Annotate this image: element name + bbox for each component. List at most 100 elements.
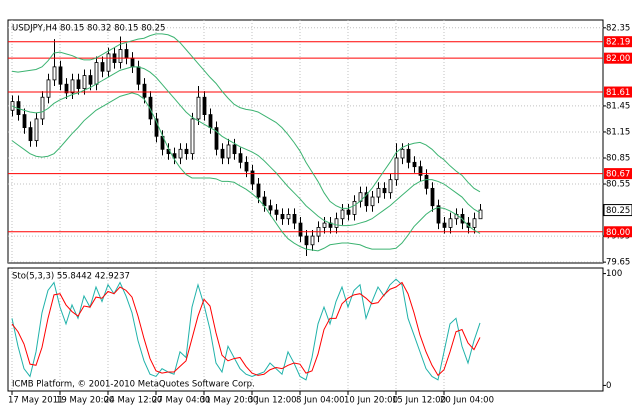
- price-label-box: [603, 204, 632, 217]
- candle-body: [118, 49, 123, 63]
- level-label-box: [604, 86, 632, 98]
- x-tick-label: 3 Jun 12:00: [248, 396, 297, 406]
- candle-body: [406, 148, 411, 163]
- candle-body: [322, 222, 327, 228]
- candle-body: [280, 213, 285, 220]
- level-label: 82.19: [606, 38, 630, 48]
- level-label: 80.00: [606, 228, 630, 238]
- candle-body: [250, 170, 255, 185]
- candle-body: [370, 196, 375, 207]
- y-tick-label: 0: [606, 381, 611, 391]
- candle-body: [142, 83, 147, 98]
- candle-body: [154, 118, 159, 137]
- y-tick-label: 81.45: [606, 101, 630, 111]
- candle-body: [424, 174, 429, 189]
- level-label-box: [604, 52, 632, 64]
- candle-body: [172, 153, 177, 159]
- y-tick-label: 79.65: [606, 258, 630, 268]
- x-tick-label: 19 May 20:00: [56, 396, 114, 406]
- candle-body: [196, 96, 201, 120]
- level-label-box: [604, 168, 632, 180]
- candle-body: [202, 96, 207, 115]
- candle-body: [286, 213, 291, 220]
- band-lower: [11, 92, 481, 252]
- candle-body: [298, 222, 303, 237]
- candle-body: [100, 62, 105, 72]
- candle-body: [34, 118, 39, 142]
- x-tick-label: 20 Jun 04:00: [440, 396, 494, 406]
- candle-body: [124, 49, 129, 59]
- candle-body: [238, 153, 243, 163]
- candle-body: [292, 213, 297, 224]
- candle-body: [64, 83, 69, 94]
- candle-body: [106, 53, 111, 72]
- candle-body: [472, 218, 477, 228]
- candle-body: [304, 235, 309, 246]
- copyright: ICMB Platform, © 2001-2010 MetaQuotes So…: [12, 380, 255, 390]
- y-tick-label: 80.55: [606, 180, 630, 190]
- candle-body: [418, 166, 423, 176]
- candle-body: [190, 118, 195, 155]
- candle-body: [130, 57, 135, 68]
- candle-body: [46, 79, 51, 98]
- y-tick-label: 100: [606, 269, 622, 279]
- candle-body: [442, 222, 447, 228]
- x-tick-label: 27 May 04:00: [152, 396, 210, 406]
- candle-body: [214, 127, 219, 150]
- x-tick-label: 8 Jun 04:00: [296, 396, 345, 406]
- candle-body: [28, 127, 33, 142]
- candle-body: [184, 148, 189, 155]
- x-tick-label: 10 Jun 20:00: [344, 396, 398, 406]
- indicator-title: Sto(5,3,3) 55.8442 42.9237: [12, 272, 130, 282]
- candle-body: [388, 179, 393, 194]
- candle-body: [58, 66, 63, 85]
- y-tick-label: 80.85: [606, 153, 630, 163]
- candle-body: [136, 66, 141, 85]
- candle-body: [364, 192, 369, 207]
- candle-body: [412, 161, 417, 168]
- candle-body: [70, 79, 75, 94]
- level-label: 81.61: [606, 88, 630, 98]
- x-tick-label: 31 May 20:00: [200, 396, 258, 406]
- candle-body: [148, 96, 153, 120]
- candle-body: [448, 218, 453, 228]
- x-tick-label: 24 May 12:00: [104, 396, 162, 406]
- level-label-box: [604, 226, 632, 238]
- x-tick-label: 17 May 2011: [8, 396, 63, 406]
- candle-body: [94, 62, 99, 85]
- level-label-box: [604, 36, 632, 48]
- x-tick-label: 15 Jun 12:00: [392, 396, 446, 406]
- candle-body: [76, 79, 81, 89]
- candle-body: [232, 144, 237, 155]
- candle-body: [82, 75, 87, 89]
- candle-body: [256, 183, 261, 198]
- candle-body: [430, 187, 435, 207]
- y-tick-label: 81.15: [606, 127, 630, 137]
- candle-body: [268, 205, 273, 211]
- candle-body: [178, 148, 183, 159]
- y-tick-label: 82.35: [606, 23, 630, 33]
- candle-body: [40, 96, 45, 120]
- stochastic-line: [11, 281, 481, 377]
- chart-title: USDJPY,H4 80.15 80.32 80.15 80.25: [12, 24, 165, 34]
- candle-body: [400, 148, 405, 159]
- candle-body: [334, 218, 339, 228]
- candle-body: [244, 161, 249, 172]
- plot-frame: [7, 19, 604, 264]
- candle-body: [352, 200, 357, 215]
- candle-body: [52, 66, 57, 81]
- candle-body: [226, 144, 231, 159]
- candle-body: [220, 148, 225, 159]
- candle-body: [478, 209, 483, 220]
- candle-body: [310, 235, 315, 246]
- band-upper: [11, 33, 481, 209]
- current-price-label: 80.25: [606, 206, 630, 216]
- level-label: 82.00: [606, 54, 630, 64]
- candle-body: [22, 114, 27, 129]
- candle-body: [340, 209, 345, 220]
- candle-body: [394, 157, 399, 181]
- candle-body: [376, 187, 381, 198]
- level-label: 80.67: [606, 170, 630, 180]
